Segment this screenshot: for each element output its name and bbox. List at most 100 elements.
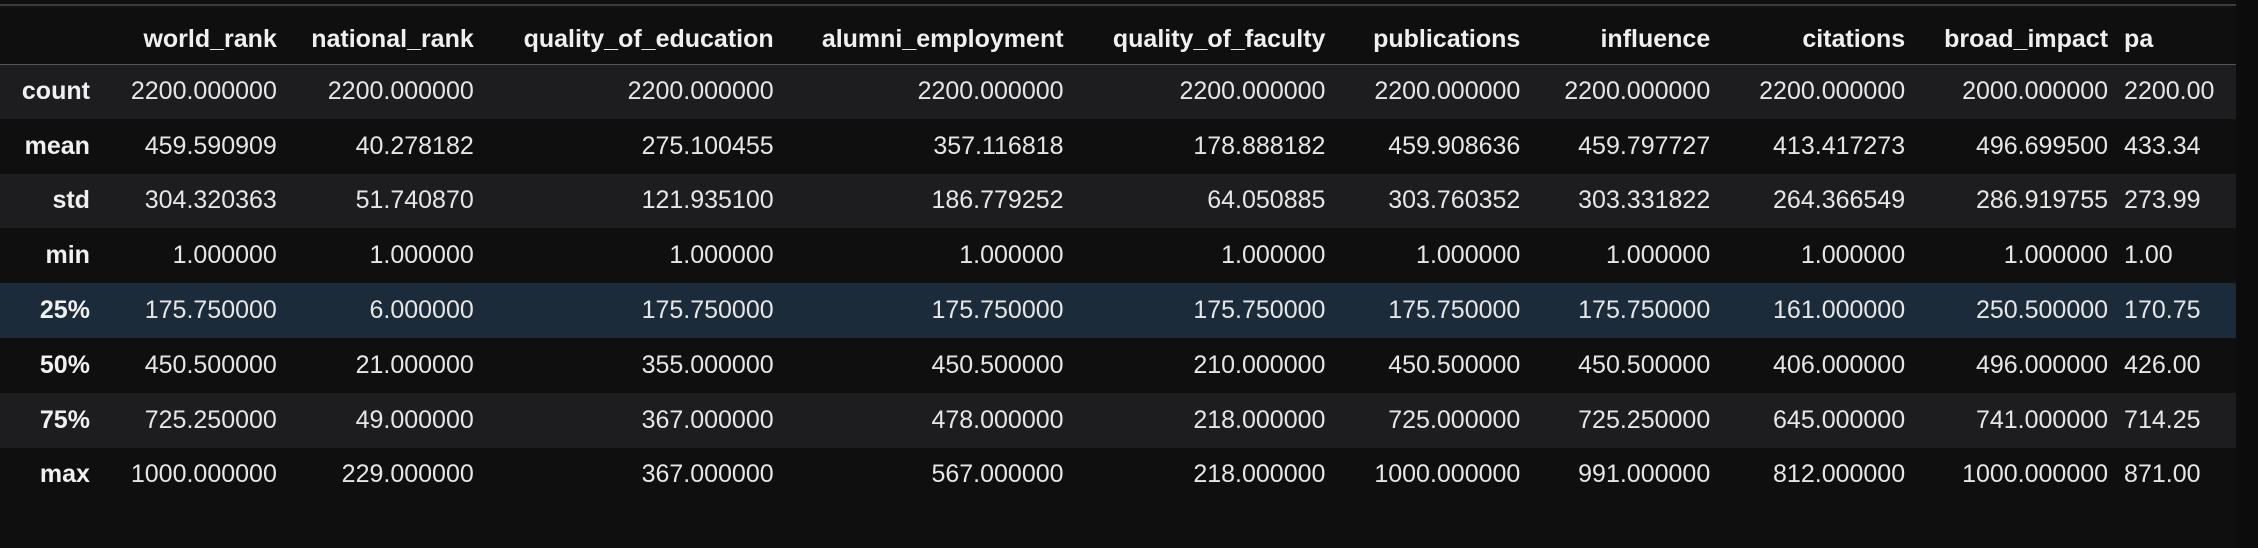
table-cell: 1.000000: [669, 241, 774, 270]
table-cell: 496.000000: [1975, 350, 2109, 379]
row-index-label: max: [39, 460, 90, 489]
column-header: alumni_employment: [821, 24, 1064, 53]
table-cell: 496.699500: [1975, 131, 2109, 160]
table-cell: 725.000000: [1388, 405, 1521, 434]
column-header: world_rank: [143, 24, 277, 53]
table-cell: 303.760352: [1388, 186, 1521, 215]
table-row: 75% 725.250000 49.000000 367.000000 478.0000…: [0, 392, 2258, 448]
table-cell: 2000.000000: [1962, 77, 2109, 106]
row-index-label: 50%: [39, 350, 90, 379]
table-cell: 741.000000: [1975, 405, 2109, 434]
table-cell: 21.000000: [355, 350, 474, 379]
table-cell: 218.000000: [1193, 460, 1326, 489]
table-cell: 51.740870: [355, 186, 474, 215]
table-row: 25% 175.750000 6.000000 175.750000 175.75000…: [0, 283, 2258, 338]
table-cell: 229.000000: [341, 460, 474, 489]
table-cell-truncated: 273.99: [2124, 186, 2201, 215]
table-row: mean 459.590909 40.278182 275.100455 357.116…: [0, 118, 2258, 174]
table-cell: 275.100455: [641, 131, 774, 160]
table-cell: 286.919755: [1975, 186, 2109, 215]
table-cell: 6.000000: [369, 296, 474, 325]
table-cell: 357.116818: [933, 131, 1064, 160]
table-cell: 2200.000000: [130, 77, 277, 106]
table-row: min 1.000000 1.000000 1.000000 1.000000 1.000…: [0, 228, 2258, 284]
table-cell: 812.000000: [1773, 460, 1906, 489]
table-cell: 40.278182: [355, 131, 474, 160]
table-cell: 355.000000: [641, 350, 774, 379]
table-cell: 303.331822: [1578, 186, 1711, 215]
table-cell: 1000.000000: [130, 460, 277, 489]
table-cell: 64.050885: [1207, 186, 1326, 215]
table-cell: 450.500000: [144, 350, 277, 379]
table-cell: 725.250000: [1578, 405, 1711, 434]
table-cell: 450.500000: [931, 350, 1064, 379]
column-header: quality_of_faculty: [1112, 24, 1326, 53]
table-cell: 450.500000: [1578, 350, 1711, 379]
table-cell: 175.750000: [641, 296, 774, 325]
table-cell: 2200.000000: [917, 77, 1064, 106]
table-cell: 304.320363: [144, 186, 277, 215]
table-cell: 218.000000: [1193, 405, 1326, 434]
table-cell: 161.000000: [1773, 296, 1906, 325]
table-cell: 1000.000000: [1962, 460, 2109, 489]
column-header-truncated: pa: [2124, 24, 2154, 53]
column-header: national_rank: [311, 24, 474, 53]
table-cell: 2200.000000: [327, 77, 474, 106]
table-cell: 186.779252: [931, 186, 1064, 215]
table-cell: 2200.000000: [627, 77, 774, 106]
table-cell: 175.750000: [144, 296, 277, 325]
table-cell: 459.797727: [1578, 131, 1711, 160]
table-row: 50% 450.500000 21.000000 355.000000 450.5000…: [0, 337, 2258, 393]
table-cell-truncated: 1.00: [2124, 241, 2173, 270]
table-cell-truncated: 2200.00: [2124, 77, 2215, 106]
table-cell: 1.000000: [369, 241, 474, 270]
table-cell: 991.000000: [1578, 460, 1711, 489]
table-cell-truncated: 871.00: [2124, 460, 2201, 489]
table-cell: 250.500000: [1975, 296, 2109, 325]
row-index-label: std: [52, 186, 90, 215]
table-cell: 725.250000: [144, 405, 277, 434]
table-row: std 304.320363 51.740870 121.935100 186.7792…: [0, 173, 2258, 229]
table-cell: 459.908636: [1388, 131, 1521, 160]
table-cell: 175.750000: [931, 296, 1064, 325]
index-header: [0, 19, 100, 64]
table-cell: 1.000000: [172, 241, 277, 270]
row-index-label: min: [45, 241, 90, 270]
table-row: count 2200.000000 2200.000000 2200.000000 22…: [0, 64, 2258, 119]
table-cell-truncated: 426.00: [2124, 350, 2201, 379]
table-cell: 406.000000: [1773, 350, 1906, 379]
table-cell: 2200.000000: [1374, 77, 1521, 106]
vertical-scrollbar-track[interactable]: [2236, 0, 2258, 548]
table-cell: 1000.000000: [1374, 460, 1521, 489]
table-cell: 1.000000: [2003, 241, 2109, 270]
row-index-label: count: [21, 77, 90, 106]
table-cell: 1.000000: [1221, 241, 1326, 270]
table-cell-truncated: 170.75: [2124, 296, 2201, 325]
row-index-label: 25%: [39, 296, 90, 325]
table-cell: 645.000000: [1773, 405, 1906, 434]
table-cell: 1.000000: [1605, 241, 1711, 270]
describe-dataframe-table: world_rank national_rank quality_of_educ…: [0, 19, 2258, 503]
table-cell: 175.750000: [1388, 296, 1521, 325]
column-header: quality_of_education: [523, 24, 774, 53]
column-header: publications: [1373, 24, 1521, 53]
table-cell: 121.935100: [641, 186, 774, 215]
table-cell: 264.366549: [1773, 186, 1906, 215]
table-cell: 367.000000: [641, 405, 774, 434]
table-cell: 567.000000: [931, 460, 1064, 489]
output-divider: [0, 4, 2236, 6]
row-index-label: 75%: [39, 405, 90, 434]
table-cell: 1.000000: [959, 241, 1064, 270]
table-cell: 367.000000: [641, 460, 774, 489]
table-cell: 413.417273: [1773, 131, 1906, 160]
table-cell: 178.888182: [1193, 131, 1326, 160]
table-cell: 175.750000: [1193, 296, 1326, 325]
table-cell: 49.000000: [355, 405, 474, 434]
table-cell: 459.590909: [144, 131, 277, 160]
column-header: influence: [1600, 24, 1711, 53]
table-cell: 1.000000: [1416, 241, 1521, 270]
table-cell: 450.500000: [1388, 350, 1521, 379]
table-cell: 2200.000000: [1759, 77, 1906, 106]
table-cell: 2200.000000: [1179, 77, 1326, 106]
